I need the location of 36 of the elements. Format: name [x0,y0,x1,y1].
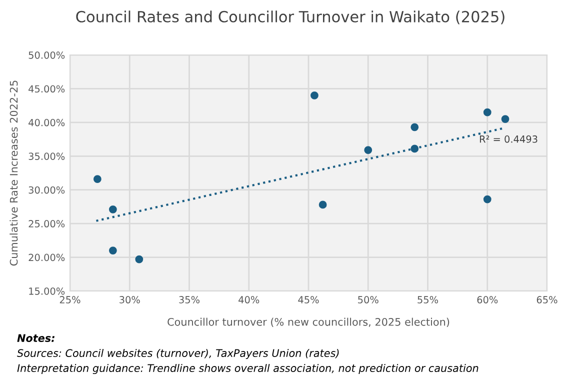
point [410,144,419,153]
y-tick-label: 40.00% [28,118,65,126]
y-tick-label: 15.00% [29,287,65,295]
x-tick-label: 40% [238,296,260,304]
y-tick-label: 25.00% [28,220,65,228]
x-tick-label: 55% [418,296,438,304]
point [364,146,372,154]
point [108,246,117,254]
text: Interpretation guidance: Trendline shows overall association, not prediction or causation [17,364,478,374]
x-tick-label: 45% [298,296,319,304]
point [410,123,419,132]
annotation: R² = 0.4493 [480,135,538,143]
point [310,92,318,100]
x-tick-label: 30% [120,296,140,304]
point [108,205,117,214]
y-tick-label: 35.00% [28,152,65,160]
point [501,115,510,124]
y-tick-label: 30.00% [28,186,65,194]
text: Notes: [17,334,54,342]
x-tick-label: 65% [536,296,558,304]
x-tick-label: 60% [477,296,498,304]
point [318,200,327,209]
y-tick-label: 45.00% [28,85,65,93]
x-tick-label: 50% [358,296,378,304]
source-note: Sources: Council websites (turnover), TaxPayers Union (rates) [17,348,339,360]
y-tick-label: 50.00% [28,51,65,59]
chart-title: Council Rates and Councillor Turnover in Waikato (2025) [76,10,504,24]
x-tick-label: 35% [179,296,200,304]
point [483,108,492,116]
x-axis-title: Councillor turnover (% new councillors, 2025 election) [168,318,450,328]
point [135,255,144,264]
point [483,195,492,204]
y-axis-title: Cumulative Rate Increases 2022-25 [10,80,18,266]
x-tick-label: 25% [60,296,80,304]
point [93,175,102,184]
y-tick-label: 20.00% [28,254,65,262]
